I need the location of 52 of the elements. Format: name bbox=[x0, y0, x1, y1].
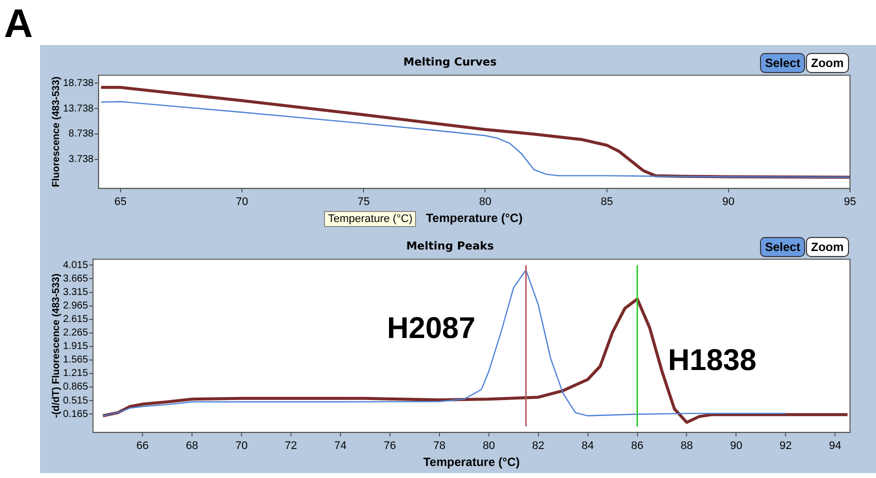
x-tick-label: 66 bbox=[136, 440, 149, 452]
y-axis-title: Fluorescence (483-533) bbox=[50, 76, 62, 188]
x-tick-label: 82 bbox=[532, 440, 544, 452]
y-tick-label: 1.215 bbox=[62, 368, 88, 380]
x-tick-label: 68 bbox=[186, 440, 198, 452]
y-tick-label: 0.165 bbox=[62, 408, 88, 420]
x-tick-label: 92 bbox=[780, 440, 792, 452]
y-tick-label: 3.738 bbox=[68, 154, 94, 166]
y-tick-label: 18.738 bbox=[62, 78, 94, 89]
x-tick-label: 70 bbox=[235, 440, 248, 452]
x-tick-label: 72 bbox=[284, 440, 298, 452]
x-tick-label: 95 bbox=[844, 196, 856, 208]
x-tick-label: 70 bbox=[236, 196, 248, 208]
y-axis-title: -(d/dT) Fluorescence (483-533) bbox=[50, 274, 62, 418]
y-tick-label: 3.315 bbox=[62, 287, 88, 298]
y-tick-label: 4.015 bbox=[62, 260, 88, 271]
annotation: H2087 bbox=[387, 312, 476, 346]
text: Select bbox=[760, 53, 806, 73]
y-tick-label: 2.965 bbox=[62, 300, 88, 312]
y-tick-label: 1.565 bbox=[62, 354, 88, 366]
y-tick-label: 1.915 bbox=[62, 341, 88, 352]
x-tick-label: 88 bbox=[680, 440, 693, 452]
x-tick-label: 86 bbox=[631, 440, 644, 452]
x-tick-label: 65 bbox=[114, 196, 127, 208]
y-tick-label: 0.515 bbox=[62, 395, 88, 406]
x-tick-label: 80 bbox=[482, 440, 495, 452]
y-tick-label: 2.265 bbox=[62, 328, 88, 339]
y-tick-label: 2.615 bbox=[62, 314, 88, 326]
x-tick-label: 74 bbox=[334, 440, 347, 452]
text: A bbox=[4, 2, 33, 47]
x-tick-label: 85 bbox=[600, 196, 613, 208]
y-tick-label: 3.665 bbox=[62, 273, 88, 284]
y-tick-label: 0.865 bbox=[62, 382, 88, 393]
x-tick-label: 84 bbox=[582, 440, 594, 452]
chart-title: Melting Curves bbox=[403, 55, 498, 68]
x-tick-label: 75 bbox=[358, 196, 370, 208]
text: Zoom bbox=[806, 237, 849, 257]
x-tick-label: 76 bbox=[384, 440, 396, 452]
chart-title: Melting Peaks bbox=[406, 239, 494, 252]
text: Zoom bbox=[806, 53, 849, 73]
annotation: H1838 bbox=[668, 344, 756, 378]
text: Temperature (°C) bbox=[324, 211, 416, 227]
text: Select bbox=[760, 237, 806, 257]
x-axis-title: Temperature (°C) bbox=[426, 211, 523, 226]
x-tick-label: 80 bbox=[479, 196, 492, 208]
y-tick-label: 8.738 bbox=[68, 128, 94, 140]
x-tick-label: 90 bbox=[722, 196, 735, 208]
x-tick-label: 94 bbox=[829, 440, 842, 452]
x-tick-label: 90 bbox=[730, 440, 742, 452]
x-axis-title: Temperature (°C) bbox=[423, 455, 520, 470]
x-tick-label: 78 bbox=[433, 440, 446, 452]
y-tick-label: 13.738 bbox=[62, 103, 94, 114]
